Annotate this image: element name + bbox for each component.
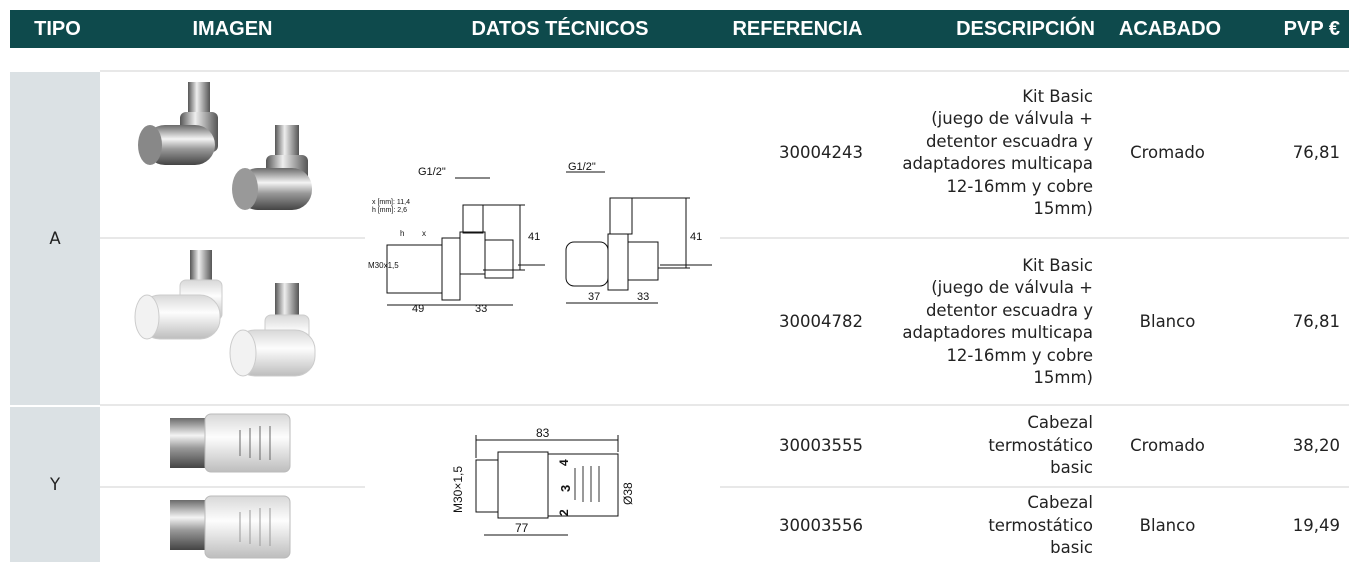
column-header: PVP € <box>1283 18 1340 40</box>
column-header: TIPO <box>34 18 81 40</box>
column-header: IMAGEN <box>192 18 273 40</box>
descripcion-line: (juego de válvula + <box>931 109 1093 128</box>
pvp: 76,81 <box>1292 312 1340 331</box>
acabado: Blanco <box>1139 516 1196 535</box>
tipo-cell-bg <box>10 72 100 405</box>
drawing-label: h <box>400 229 404 238</box>
separators <box>100 70 1349 488</box>
descripcion-line: 12-16mm y cobre <box>946 345 1093 365</box>
column-header: ACABADO <box>1118 18 1222 40</box>
descripcion-line: Kit Basic <box>1022 255 1093 275</box>
drawing-label: 41 <box>528 231 540 243</box>
drawing-label: G1/2" <box>568 161 596 173</box>
descripcion-line: termostático <box>988 515 1093 535</box>
descripcion-line: 12-16mm y cobre <box>946 176 1093 196</box>
pvp: 19,49 <box>1292 516 1340 535</box>
drawing-label: 49 <box>412 303 424 315</box>
product-image-chrome-valves <box>138 82 312 210</box>
descripcion-line: 15mm) <box>1033 199 1093 218</box>
tipo: Y <box>49 475 61 494</box>
descripcion-line: basic <box>1050 538 1093 558</box>
descripcion-line: Kit Basic <box>1022 86 1093 106</box>
acabado: Cromado <box>1130 143 1205 162</box>
tipo: A <box>49 229 61 248</box>
descripcion-line: Cabezal <box>1027 493 1093 513</box>
column-header: DATOS TÉCNICOS <box>471 18 649 40</box>
descripcion-line: (juego de válvula + <box>931 278 1093 297</box>
product-image-white-head <box>170 495 291 559</box>
product-image-chrome-head <box>170 413 291 473</box>
pvp: 76,81 <box>1292 143 1340 162</box>
drawing-label: 33 <box>637 291 649 303</box>
referencia: 30004782 <box>779 312 863 331</box>
drawing-label: 33 <box>475 303 487 315</box>
column-header: DESCRIPCIÓN <box>956 18 1095 40</box>
product-image-white-valves <box>134 250 316 377</box>
column-header: REFERENCIA <box>732 18 863 40</box>
acabado: Cromado <box>1130 436 1205 455</box>
drawing-label: 37 <box>588 291 600 303</box>
drawing-label: G1/2" <box>418 166 446 178</box>
tipo-cell-bg <box>10 407 100 562</box>
descripcion-line: adaptadores multicapa <box>902 154 1093 173</box>
referencia: 30003555 <box>779 436 863 455</box>
descripcion-line: termostático <box>988 435 1093 455</box>
descripcion-line: detentor escuadra y <box>925 131 1093 151</box>
drawing-label: M30x1,5 <box>368 261 399 270</box>
referencia: 30003556 <box>779 516 863 535</box>
drawing-label: x <box>422 229 426 238</box>
descripcion-line: adaptadores multicapa <box>902 323 1093 342</box>
drawing-label: 41 <box>690 231 702 243</box>
technical-drawing-y <box>475 435 619 536</box>
drawing-label: M30×1,5 <box>451 466 465 513</box>
descripcion-line: Cabezal <box>1027 413 1093 433</box>
drawing-label: 3 <box>558 485 573 492</box>
drawing-label: 77 <box>515 521 529 535</box>
descripcion-line: basic <box>1050 458 1093 478</box>
referencia: 30004243 <box>779 143 863 162</box>
pvp: 38,20 <box>1292 436 1340 455</box>
descripcion-line: 15mm) <box>1033 368 1093 387</box>
technical-drawing-a <box>386 171 712 306</box>
drawing-label: h [mm]: 2,6 <box>372 207 407 214</box>
drawing-label: 4 <box>557 459 571 466</box>
drawing-label: Ø38 <box>621 482 635 505</box>
acabado: Blanco <box>1139 312 1196 331</box>
drawing-label: 83 <box>536 426 550 440</box>
header-bar <box>10 10 1349 48</box>
drawing-label: x [mm]: 11,4 <box>372 199 410 206</box>
descripcion-line: detentor escuadra y <box>925 300 1093 320</box>
drawing-label: 2 <box>557 509 571 516</box>
